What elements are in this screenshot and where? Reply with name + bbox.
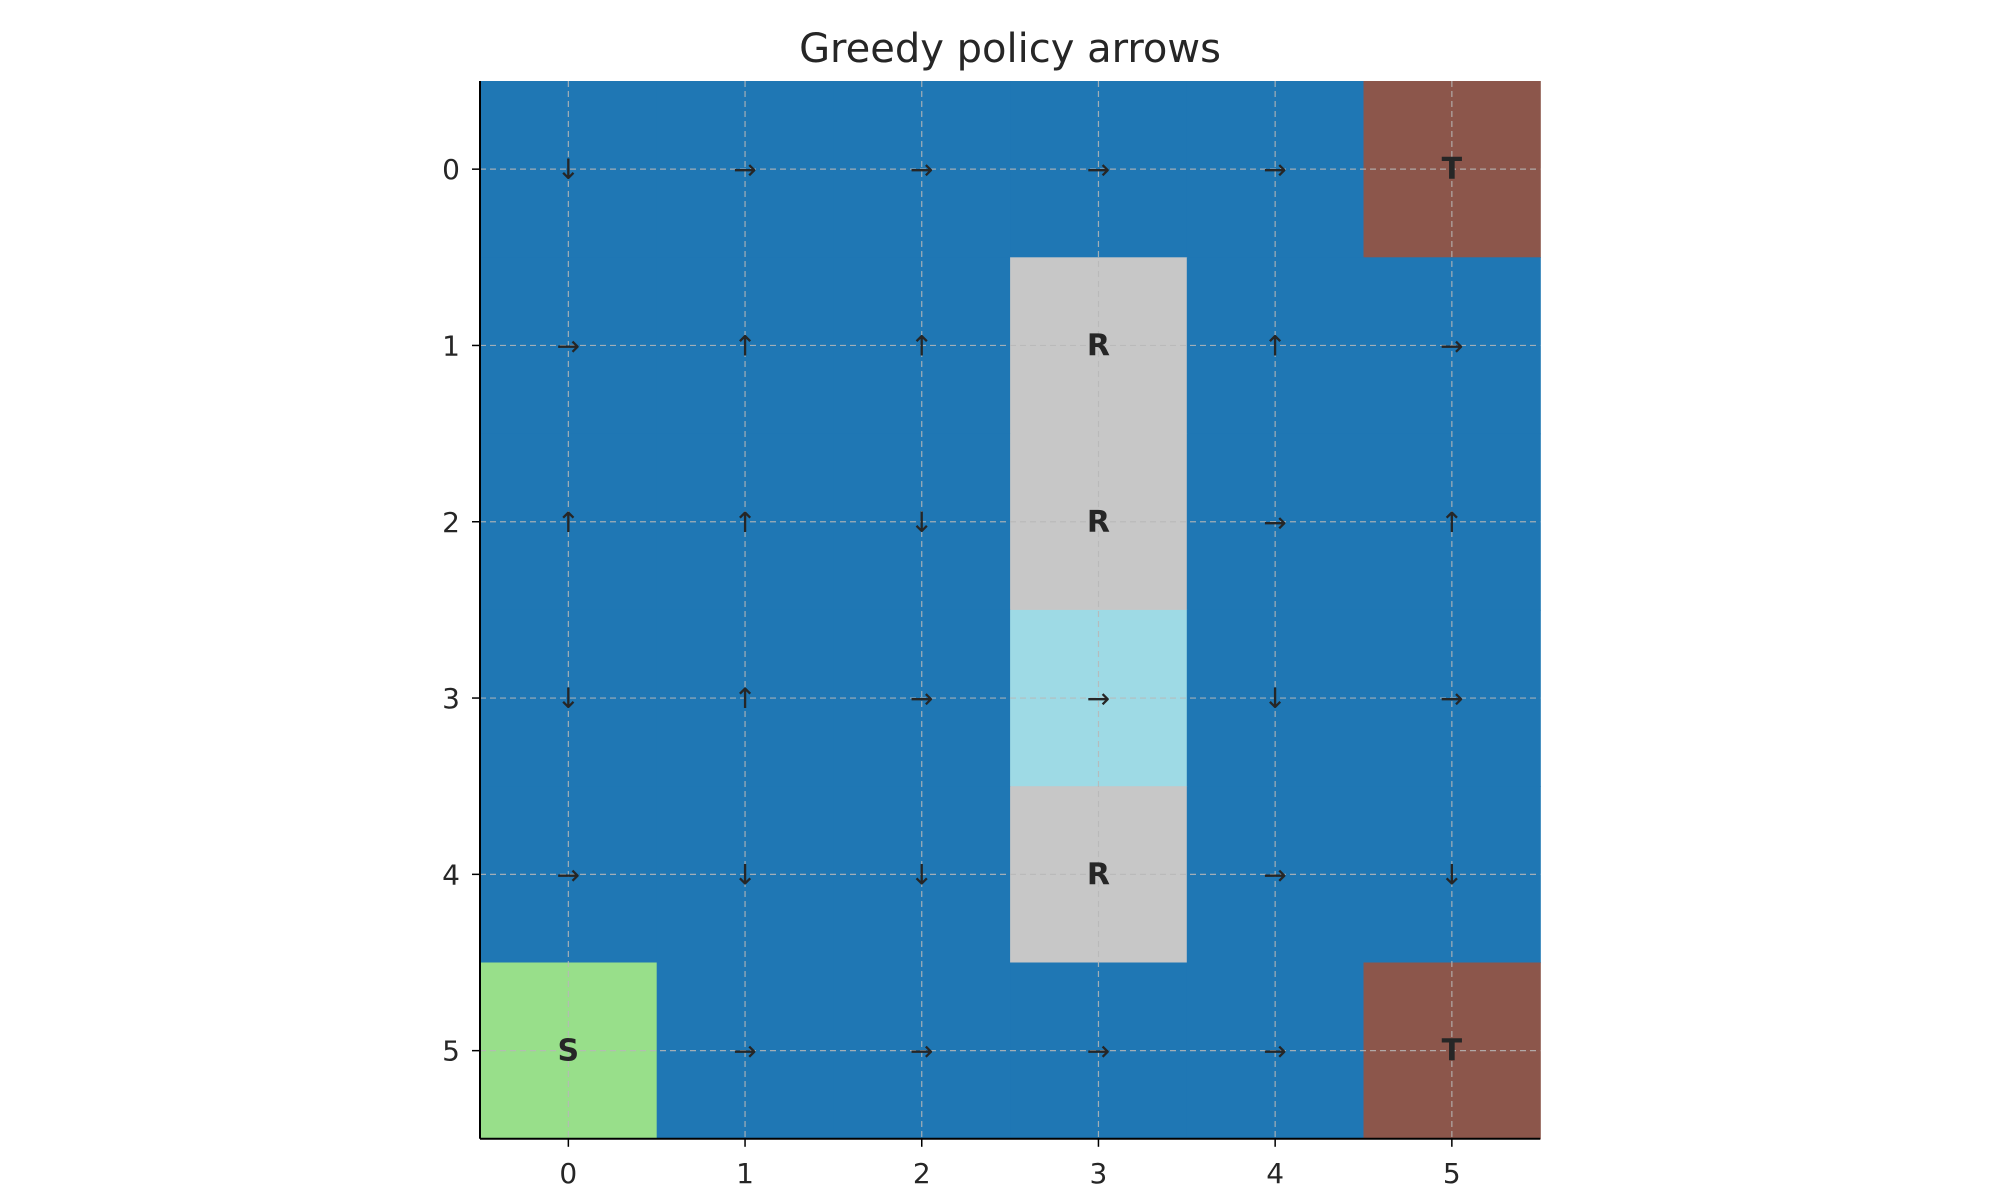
cell-label-3-1: ↑ [733, 682, 756, 715]
y-tick-label-1: 1 [442, 329, 460, 362]
cell-label-0-1: → [733, 153, 756, 186]
cell-0-0-normal [480, 81, 658, 258]
cell-label-2-5: ↑ [1440, 506, 1463, 539]
cell-label-3-0: ↓ [557, 682, 580, 715]
y-tick-label-0: 0 [442, 153, 460, 186]
cell-label-2-2: ↓ [910, 506, 933, 539]
cell-label-3-3: → [1087, 682, 1110, 715]
cell-labels: ↓ → → → → T → ↑ ↑ R ↑ → ↑ ↑ ↓ R → ↑ ↓ ↑ → → ↓ → → ↓ ↓ R → ↓ S → → → → T [557, 152, 1464, 1069]
cell-label-1-3: R [1087, 328, 1110, 363]
cell-label-0-3: → [1087, 153, 1110, 186]
cell-label-1-2: ↑ [910, 329, 933, 362]
cell-label-4-0: → [557, 858, 580, 891]
cell-label-0-4: → [1263, 153, 1286, 186]
cell-label-2-1: ↑ [733, 506, 756, 539]
cell-label-5-4: → [1263, 1035, 1286, 1068]
x-tick-label-2: 2 [913, 1157, 931, 1190]
cell-label-5-2: → [910, 1035, 933, 1068]
heatmap-cells [480, 81, 1541, 1140]
grid-lines [480, 81, 1541, 1139]
y-tick-label-3: 3 [442, 682, 460, 715]
x-tick-label-3: 3 [1090, 1157, 1108, 1190]
cell-label-4-1: ↓ [733, 858, 756, 891]
cell-label-1-4: ↑ [1263, 329, 1286, 362]
x-tick-label-1: 1 [736, 1157, 754, 1190]
cell-label-3-4: ↓ [1263, 682, 1286, 715]
cell-0-3-normal [1010, 81, 1188, 258]
cell-label-5-5: T [1442, 1034, 1463, 1069]
cell-label-4-5: ↓ [1440, 858, 1463, 891]
cell-label-5-3: → [1087, 1035, 1110, 1068]
cell-label-4-3: R [1087, 857, 1110, 892]
y-tick-label-5: 5 [442, 1035, 460, 1068]
y-tick-label-2: 2 [442, 506, 460, 539]
cell-label-3-2: → [910, 682, 933, 715]
cell-label-4-2: ↓ [910, 858, 933, 891]
cell-label-5-0: S [558, 1034, 580, 1069]
cell-label-0-2: → [910, 153, 933, 186]
cell-label-2-0: ↑ [557, 506, 580, 539]
x-tick-label-5: 5 [1443, 1157, 1461, 1190]
cell-label-1-0: → [557, 329, 580, 362]
cell-3-0-normal [480, 609, 658, 787]
cell-label-1-5: → [1440, 329, 1463, 362]
cell-label-5-1: → [733, 1035, 756, 1068]
x-tick-label-0: 0 [559, 1157, 577, 1190]
cell-3-3-highlight [1010, 609, 1188, 787]
cell-label-0-0: ↓ [557, 153, 580, 186]
cell-label-0-5: T [1442, 152, 1463, 187]
chart-title: Greedy policy arrows [799, 26, 1221, 72]
cell-label-2-4: → [1263, 506, 1286, 539]
x-tick-label-4: 4 [1266, 1157, 1284, 1190]
cell-label-4-4: → [1263, 858, 1286, 891]
axes: 0 1 2 3 4 5 0 1 2 3 4 5 [442, 81, 1541, 1190]
cell-label-3-5: → [1440, 682, 1463, 715]
cell-label-1-1: ↑ [733, 329, 756, 362]
y-tick-label-4: 4 [442, 858, 460, 891]
cell-label-2-3: R [1087, 505, 1110, 540]
